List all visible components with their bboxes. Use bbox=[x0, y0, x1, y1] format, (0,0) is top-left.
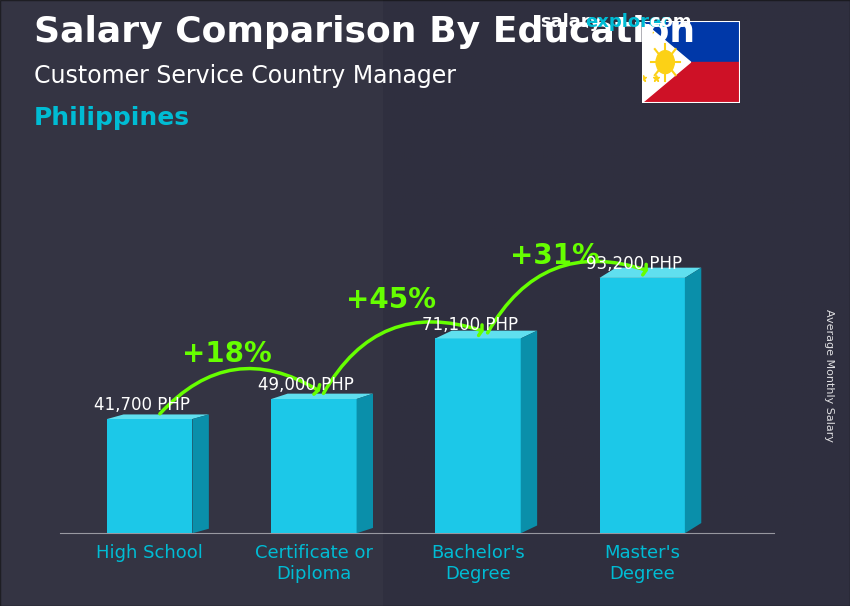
Text: 93,200 PHP: 93,200 PHP bbox=[586, 255, 682, 273]
Text: +18%: +18% bbox=[182, 339, 272, 368]
Circle shape bbox=[656, 51, 674, 73]
Text: salary: salary bbox=[540, 13, 601, 32]
Text: +31%: +31% bbox=[510, 242, 600, 270]
Bar bbox=[642, 21, 740, 62]
Bar bbox=[382, 0, 850, 606]
Text: Salary Comparison By Education: Salary Comparison By Education bbox=[34, 15, 695, 49]
Polygon shape bbox=[357, 394, 373, 533]
Bar bbox=[0, 0, 382, 606]
Text: Philippines: Philippines bbox=[34, 106, 190, 130]
Polygon shape bbox=[521, 331, 537, 533]
Text: Average Monthly Salary: Average Monthly Salary bbox=[824, 309, 834, 442]
Polygon shape bbox=[685, 268, 701, 533]
Text: +45%: +45% bbox=[346, 286, 436, 314]
Polygon shape bbox=[271, 394, 373, 399]
Bar bbox=[271, 399, 357, 533]
Polygon shape bbox=[192, 415, 209, 533]
Bar bbox=[642, 62, 740, 103]
Text: .com: .com bbox=[643, 13, 692, 32]
Polygon shape bbox=[107, 415, 209, 419]
Text: explorer: explorer bbox=[585, 13, 670, 32]
Text: 49,000 PHP: 49,000 PHP bbox=[258, 376, 354, 395]
Text: 41,700 PHP: 41,700 PHP bbox=[94, 396, 190, 415]
Polygon shape bbox=[599, 268, 701, 278]
Text: Customer Service Country Manager: Customer Service Country Manager bbox=[34, 64, 456, 88]
Bar bbox=[107, 419, 192, 533]
Polygon shape bbox=[435, 331, 537, 339]
Text: 71,100 PHP: 71,100 PHP bbox=[422, 316, 518, 334]
Bar bbox=[435, 339, 521, 533]
Bar bbox=[599, 278, 685, 533]
Polygon shape bbox=[642, 21, 690, 103]
